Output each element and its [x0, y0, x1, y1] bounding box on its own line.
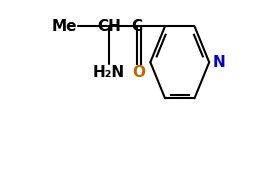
Text: O: O — [132, 65, 145, 80]
Text: H₂N: H₂N — [93, 65, 125, 80]
Text: C: C — [131, 19, 143, 34]
Text: N: N — [213, 55, 225, 70]
Text: CH: CH — [97, 19, 121, 34]
Text: Me: Me — [52, 19, 77, 34]
